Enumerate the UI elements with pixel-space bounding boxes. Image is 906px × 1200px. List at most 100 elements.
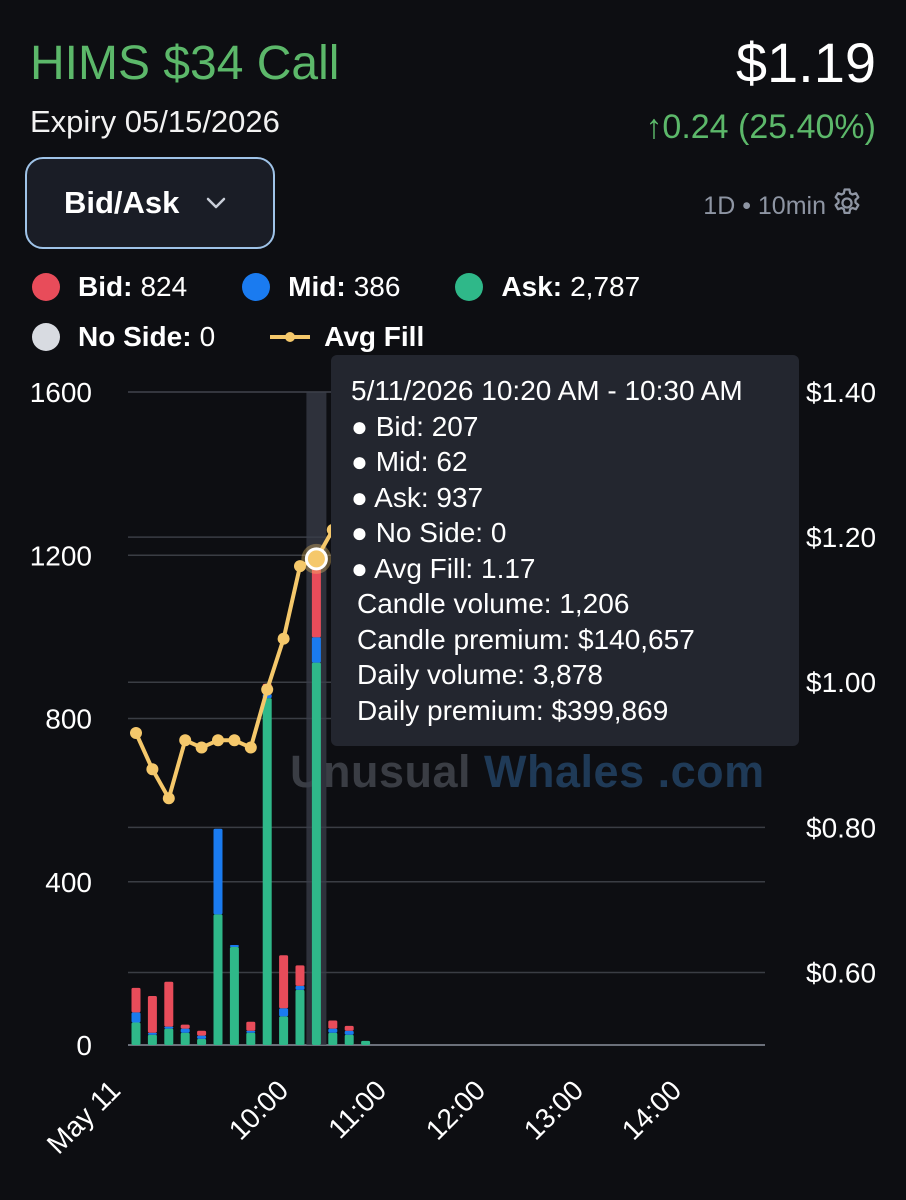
legend-ask[interactable]: Ask: 2,787 — [455, 271, 640, 303]
bar-ask-segment — [361, 1040, 371, 1045]
bar-ask-segment — [197, 1038, 207, 1045]
y-left-tick-label: 400 — [45, 867, 92, 898]
ask-dot-icon — [455, 273, 484, 301]
tooltip-ask: ● Ask: 937 — [351, 481, 484, 513]
interval-label[interactable]: 1D • 10min — [703, 192, 826, 220]
tooltip-time: 5/11/2026 10:20 AM - 10:30 AM — [351, 375, 743, 406]
tooltip-daily-premium: Daily premium: $399,869 — [357, 694, 669, 726]
bar-mid-segment — [131, 1012, 141, 1023]
mode-dropdown-label: Bid/Ask — [64, 185, 180, 220]
bar-ask-segment — [164, 1028, 174, 1045]
legend-row-1: Bid: 824 Mid: 386 Ask: 2,787 — [32, 271, 695, 303]
tooltip-candle-volume: Candle volume: 1,206 — [357, 588, 630, 619]
bar-mid-segment — [328, 1028, 338, 1033]
legend-row-2: No Side: 0 Avg Fill — [32, 321, 487, 353]
x-tick-label: 11:00 — [322, 1074, 392, 1144]
bar-bid-segment — [147, 996, 157, 1033]
bar-mid-segment — [213, 828, 223, 915]
avg-fill-line-icon — [270, 332, 311, 342]
avg-fill-point — [244, 741, 257, 754]
legend-avgfill-label: Avg Fill — [324, 321, 425, 352]
bar-ask-segment — [246, 1032, 256, 1045]
tooltip-noside: ● No Side: 0 — [351, 517, 507, 548]
expiry-date: Expiry 05/15/2026 — [30, 104, 280, 139]
bar-bid-segment — [328, 1020, 338, 1029]
avg-fill-point — [195, 741, 208, 754]
avg-fill-point — [277, 632, 290, 645]
bar-ask-segment — [295, 989, 305, 1045]
x-tick-label: May 11 — [41, 1074, 126, 1159]
legend-noside-label: No Side: — [78, 321, 192, 352]
legend-mid-label: Mid: — [288, 271, 346, 302]
mid-dot-icon — [242, 273, 271, 301]
legend-bid-label: Bid: — [78, 271, 133, 302]
contract-title: HIMS $34 Call — [30, 37, 340, 90]
bar-bid-segment — [344, 1025, 354, 1031]
bar-bid-segment — [180, 1024, 190, 1029]
x-tick-label: 12:00 — [420, 1074, 491, 1145]
avg-fill-highlight-point — [304, 547, 328, 571]
bar-ask-segment — [131, 1022, 141, 1045]
bar-bid-segment — [197, 1030, 207, 1036]
mode-dropdown[interactable]: Bid/Ask — [25, 157, 275, 249]
y-right-tick-label: $1.40 — [806, 377, 876, 408]
legend-bid[interactable]: Bid: 824 — [32, 271, 187, 303]
bar-ask-segment — [279, 1016, 289, 1045]
legend-mid-value: 386 — [353, 271, 401, 302]
legend-avgfill[interactable]: Avg Fill — [270, 321, 432, 353]
y-right-tick-label: $0.60 — [806, 957, 876, 988]
bar-ask-segment — [147, 1034, 157, 1045]
tooltip-candle-premium: Candle premium: $140,657 — [357, 623, 695, 655]
bar-mid-segment — [147, 1032, 157, 1035]
legend-ask-label: Ask: — [501, 271, 563, 302]
bar-ask-segment — [213, 914, 223, 1045]
bar-ask-segment — [229, 947, 239, 1045]
y-right-tick-label: $1.20 — [806, 522, 876, 553]
bar-mid-segment — [344, 1030, 354, 1035]
x-tick-label: 14:00 — [616, 1074, 687, 1145]
bar-mid-segment — [279, 1008, 289, 1017]
avg-fill-point — [162, 792, 175, 805]
bar-bid-segment — [279, 955, 289, 1009]
bar-mid-segment — [295, 985, 305, 990]
legend-bid-value: 824 — [140, 271, 188, 302]
y-left-tick-label: 0 — [76, 1030, 92, 1061]
avg-fill-point — [228, 734, 241, 747]
chevron-down-icon — [207, 197, 226, 209]
up-arrow-icon: ↑ — [645, 108, 663, 146]
gear-icon[interactable] — [830, 186, 864, 220]
legend-mid[interactable]: Mid: 386 — [242, 271, 400, 303]
bid-dot-icon — [32, 273, 60, 301]
legend-noside[interactable]: No Side: 0 — [32, 321, 215, 353]
bar-ask-segment — [262, 698, 272, 1045]
bar-bid-segment — [246, 1021, 256, 1031]
bar-ask-segment — [311, 662, 321, 1045]
avg-fill-point — [130, 727, 142, 740]
avg-fill-point — [179, 734, 192, 747]
chart-tooltip: 5/11/2026 10:20 AM - 10:30 AM ● Bid: 207… — [331, 355, 799, 746]
last-price: $1.19 — [735, 31, 876, 94]
y-right-tick-label: $0.80 — [806, 812, 876, 843]
tooltip-bid: ● Bid: 207 — [351, 410, 479, 442]
tooltip-daily-volume: Daily volume: 3,878 — [357, 659, 603, 690]
bar-bid-segment — [164, 981, 174, 1027]
noside-dot-icon — [32, 323, 60, 351]
bar-mid-segment — [246, 1030, 256, 1033]
bar-mid-segment — [197, 1035, 207, 1039]
y-left-tick-label: 1600 — [30, 377, 92, 408]
watermark-part2: Whales — [484, 746, 645, 797]
x-tick-label: 10:00 — [223, 1074, 294, 1145]
legend-noside-value: 0 — [199, 321, 216, 352]
avg-fill-point — [212, 734, 224, 747]
y-left-tick-label: 1200 — [30, 540, 92, 571]
avg-fill-point — [261, 683, 274, 696]
bar-ask-segment — [180, 1032, 190, 1045]
bar-bid-segment — [131, 987, 141, 1013]
x-tick-label: 13:00 — [518, 1074, 589, 1145]
legend-ask-value: 2,787 — [570, 271, 641, 302]
bar-bid-segment — [311, 552, 321, 638]
price-change-value: 0.24 (25.40%) — [662, 108, 876, 146]
avg-fill-point — [294, 560, 306, 573]
tooltip-avgfill: ● Avg Fill: 1.17 — [351, 552, 536, 584]
bar-mid-segment — [164, 1026, 174, 1029]
